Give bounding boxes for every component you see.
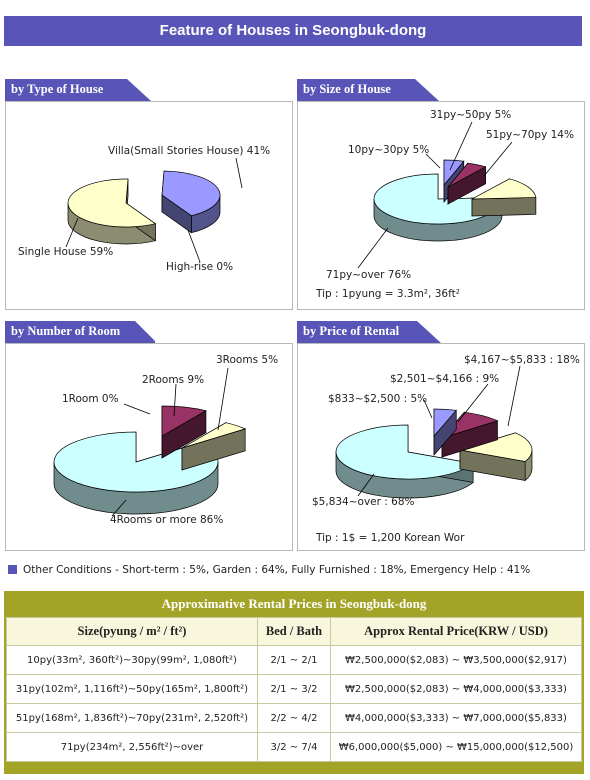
pie-slice-top <box>459 432 533 462</box>
slice-label: $2,501~$4,166 : 9% <box>390 373 499 385</box>
leader-line <box>123 403 151 415</box>
col-header-size: Size(pyung / m² / ft²) <box>6 617 258 646</box>
pie-slice <box>335 424 474 499</box>
bullet-square-icon <box>8 565 17 574</box>
chart-tab: by Type of House <box>5 79 155 101</box>
leader-line <box>357 473 375 497</box>
pie-slice <box>440 411 499 458</box>
rental-table: Size(pyung / m² / ft²) Bed / Bath Approx… <box>6 617 582 762</box>
pie-slice-cut <box>471 197 537 217</box>
slice-label: 51py~70py 14% <box>486 129 574 141</box>
chart-tab: by Size of House <box>297 79 447 101</box>
cell-price: ₩4,000,000($3,333) ~ ₩7,000,000($5,833) <box>330 703 582 733</box>
pie-chart-price: $833~$2,500 : 5% $2,501~$4,166 : 9% $4,167… <box>312 354 580 508</box>
leader-line <box>483 141 513 177</box>
slice-label: 2Rooms 9% <box>142 374 204 386</box>
other-conditions-text: Other Conditions - Short-term : 5%, Gard… <box>23 564 531 576</box>
leader-line <box>65 217 79 248</box>
leader-line <box>507 365 521 427</box>
slice-label: Single House 59% <box>18 246 113 258</box>
cell-price: ₩2,500,000($2,083) ~ ₩3,500,000($2,917) <box>330 645 582 675</box>
chart-tab: by Number of Room <box>5 321 155 343</box>
chart-tab: by Price of Rental <box>297 321 447 343</box>
leader-line <box>217 367 229 431</box>
table-header-row: Size(pyung / m² / ft²) Bed / Bath Approx… <box>6 617 582 646</box>
slice-label: $4,167~$5,833 : 18% <box>464 354 580 366</box>
pie-group <box>67 170 221 245</box>
chart-title: by Number of Room <box>11 324 121 338</box>
pie-slice-top <box>161 170 221 217</box>
cell-bed-bath: 3/2 ~ 7/4 <box>257 732 331 762</box>
cell-bed-bath: 2/1 ~ 3/2 <box>257 674 331 704</box>
leader-line <box>173 383 177 417</box>
chart-note: Tip : 1$ = 1,200 Korean Wor <box>316 532 465 544</box>
pie-slice-top <box>161 405 207 437</box>
col-header-price: Approx Rental Price(KRW / USD) <box>330 617 582 646</box>
slice-label: $833~$2,500 : 5% <box>328 393 427 405</box>
cell-bed-bath: 2/1 ~ 2/1 <box>257 645 331 675</box>
leader-line <box>457 383 489 423</box>
pie-slice-top <box>181 422 247 449</box>
pie-slice <box>181 422 247 471</box>
pie-group <box>373 159 537 242</box>
slice-label: High-rise 0% <box>166 261 233 273</box>
cell-size: 10py(33m², 360ft²)~30py(99m², 1,080ft²) <box>6 645 258 675</box>
page-title: Feature of Houses in Seongbuk-dong <box>4 16 582 46</box>
chart-title: by Price of Rental <box>303 324 400 338</box>
cell-bed-bath: 2/2 ~ 4/2 <box>257 703 331 733</box>
pie-slice-top <box>471 178 537 200</box>
pie-slice-top <box>67 178 157 228</box>
leader-line <box>357 227 389 269</box>
chart-note: Tip : 1pyung = 3.3m², 36ft² <box>316 288 460 300</box>
pie-group <box>53 405 247 515</box>
pie-slice-top <box>447 162 487 188</box>
cell-price: ₩6,000,000($5,000) ~ ₩15,000,000($12,500… <box>330 732 582 762</box>
pie-chart-type: Villa(Small Stories House) 41% High-rise … <box>18 145 270 273</box>
pie-slice <box>161 170 221 234</box>
pie-chart-rooms: 1Room 0% 2Rooms 9% 3Rooms 5% 4Rooms or more… <box>53 354 278 526</box>
table-title: Approximative Rental Prices in Seongbuk-… <box>161 596 427 611</box>
slice-label: 71py~over 76% <box>326 269 411 281</box>
pie-slice-top <box>433 408 457 437</box>
pie-chart-size: 10py~30py 5% 31py~50py 5% 51py~70py 14% 71p… <box>326 109 574 281</box>
slice-label: 31py~50py 5% <box>430 109 511 121</box>
leader-line <box>187 229 201 263</box>
chart-title: by Type of House <box>11 82 104 96</box>
table-row: 10py(33m², 360ft²)~30py(99m², 1,080ft²) … <box>6 645 582 675</box>
slice-label: Villa(Small Stories House) 41% <box>108 145 270 157</box>
chart-title: by Size of House <box>303 82 391 96</box>
pie-slice <box>433 408 457 456</box>
table-row: 31py(102m², 1,116ft²)~50py(165m², 1,800f… <box>6 674 582 704</box>
pie-slice <box>161 405 207 459</box>
slice-label: 4Rooms or more 86% <box>110 514 223 526</box>
cell-size: 51py(168m², 1,836ft²)~70py(231m², 2,520f… <box>6 703 258 733</box>
pie-slice-top <box>440 411 499 439</box>
leader-line <box>235 157 243 189</box>
cell-size: 31py(102m², 1,116ft²)~50py(165m², 1,800f… <box>6 674 258 704</box>
slice-label: 3Rooms 5% <box>216 354 278 366</box>
pie-slice-top <box>335 424 474 480</box>
table-row: 51py(168m², 1,836ft²)~70py(231m², 2,520f… <box>6 703 582 733</box>
pie-slice <box>459 432 533 482</box>
pie-slice-top <box>53 431 219 493</box>
cell-price: ₩2,500,000($2,083) ~ ₩4,000,000($3,333) <box>330 674 582 704</box>
table-row: 71py(234m², 2,556ft²)~over 3/2 ~ 7/4 ₩6,… <box>6 732 582 762</box>
pie-slice <box>447 162 487 205</box>
leader-line <box>111 499 127 517</box>
pie-group <box>335 408 533 499</box>
leader-line <box>425 153 441 169</box>
leader-line <box>449 121 473 171</box>
leader-line <box>423 399 433 419</box>
other-conditions: Other Conditions - Short-term : 5%, Gard… <box>8 564 530 576</box>
col-header-bed-bath: Bed / Bath <box>257 617 331 646</box>
pie-slice <box>67 178 157 245</box>
pie-slice <box>471 178 537 217</box>
rental-table-section: Approximative Rental Prices in Seongbuk-… <box>4 591 584 774</box>
cell-size: 71py(234m², 2,556ft²)~over <box>6 732 258 762</box>
slice-label: 1Room 0% <box>62 393 119 405</box>
slice-label: $5,834~over : 68% <box>312 496 415 508</box>
slice-label: 10py~30py 5% <box>348 144 429 156</box>
